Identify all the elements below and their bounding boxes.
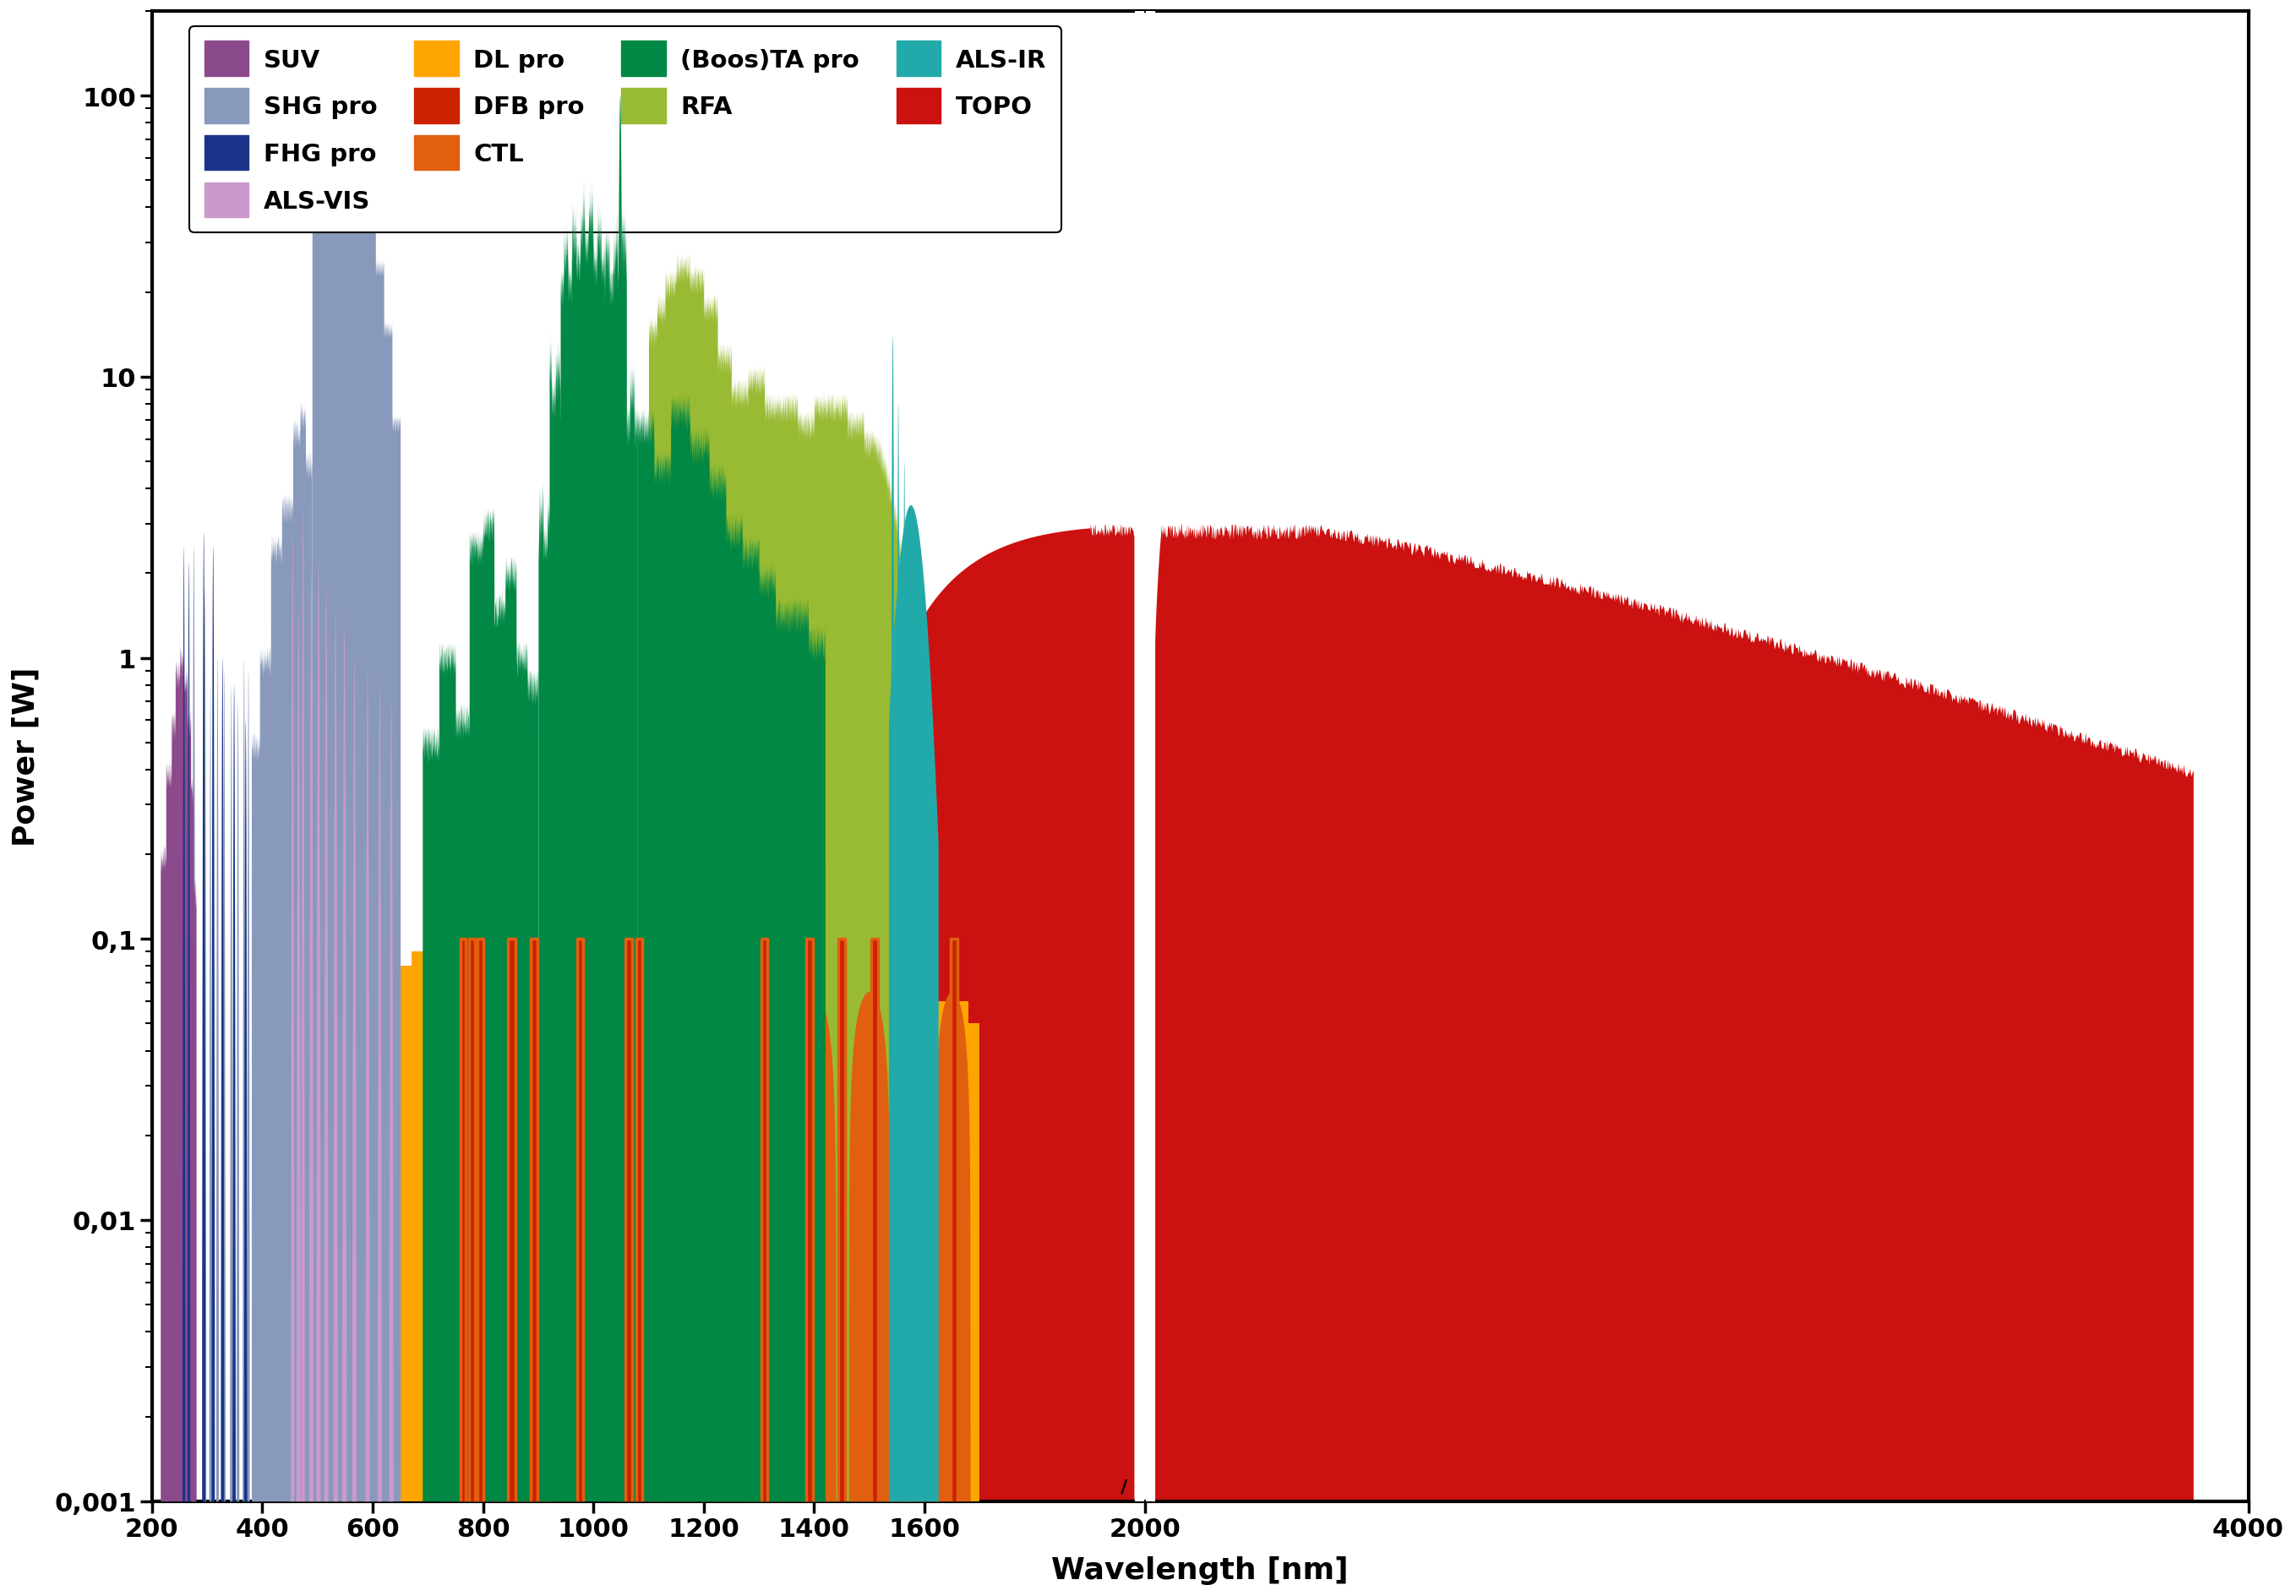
Text: /: /	[1120, 1478, 1127, 1495]
Legend: SUV, SHG pro, FHG pro, ALS-VIS, DL pro, DFB pro, CTL,  , (Boos)TA pro, RFA,  ,  : SUV, SHG pro, FHG pro, ALS-VIS, DL pro, …	[191, 27, 1061, 233]
Y-axis label: Power [W]: Power [W]	[11, 667, 41, 846]
X-axis label: Wavelength [nm]: Wavelength [nm]	[1052, 1556, 1348, 1585]
